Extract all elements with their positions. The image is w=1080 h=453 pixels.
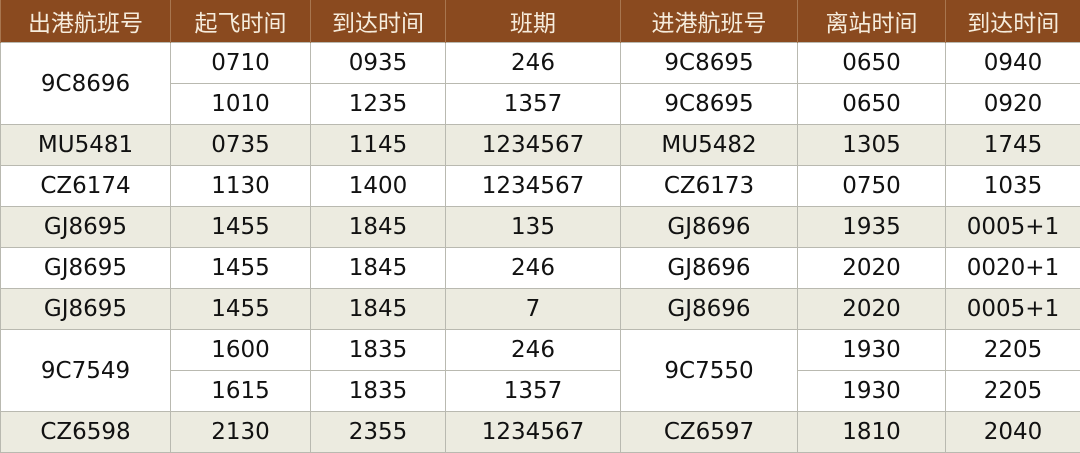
cell-inbound-departure-time: 1935 xyxy=(798,207,946,248)
cell-inbound-flight: 9C8695 xyxy=(621,84,798,125)
cell-inbound-departure-time: 0650 xyxy=(798,43,946,84)
cell-outbound-flight: 9C7549 xyxy=(1,330,171,412)
cell-arrival-time: 1845 xyxy=(311,207,446,248)
cell-outbound-flight: CZ6598 xyxy=(1,412,171,453)
cell-inbound-arrival-time: 0920 xyxy=(946,84,1080,125)
cell-schedule-days: 1234567 xyxy=(446,125,621,166)
cell-inbound-arrival-time: 0940 xyxy=(946,43,1080,84)
cell-outbound-flight: CZ6174 xyxy=(1,166,171,207)
cell-arrival-time: 1235 xyxy=(311,84,446,125)
cell-schedule-days: 1234567 xyxy=(446,412,621,453)
cell-inbound-flight: CZ6597 xyxy=(621,412,798,453)
cell-arrival-time: 1400 xyxy=(311,166,446,207)
cell-inbound-arrival-time: 2040 xyxy=(946,412,1080,453)
header-row: 出港航班号起飞时间到达时间班期进港航班号离站时间到达时间 xyxy=(1,0,1080,43)
cell-departure-time: 0710 xyxy=(171,43,311,84)
cell-inbound-flight: 9C7550 xyxy=(621,330,798,412)
cell-inbound-arrival-time: 2205 xyxy=(946,371,1080,412)
cell-departure-time: 1130 xyxy=(171,166,311,207)
cell-departure-time: 1455 xyxy=(171,248,311,289)
header-inbound-arrival-time: 到达时间 xyxy=(946,0,1080,43)
cell-outbound-flight: GJ8695 xyxy=(1,248,171,289)
cell-outbound-flight: MU5481 xyxy=(1,125,171,166)
cell-outbound-flight: 9C8696 xyxy=(1,43,171,125)
cell-outbound-flight: GJ8695 xyxy=(1,207,171,248)
cell-schedule-days: 246 xyxy=(446,330,621,371)
cell-inbound-arrival-time: 2205 xyxy=(946,330,1080,371)
cell-inbound-flight: MU5482 xyxy=(621,125,798,166)
cell-inbound-departure-time: 1930 xyxy=(798,371,946,412)
cell-inbound-flight: 9C8695 xyxy=(621,43,798,84)
cell-inbound-flight: GJ8696 xyxy=(621,207,798,248)
cell-schedule-days: 1357 xyxy=(446,84,621,125)
cell-inbound-departure-time: 1305 xyxy=(798,125,946,166)
cell-schedule-days: 1357 xyxy=(446,371,621,412)
cell-schedule-days: 246 xyxy=(446,43,621,84)
header-arrival-time: 到达时间 xyxy=(311,0,446,43)
cell-inbound-flight: CZ6173 xyxy=(621,166,798,207)
cell-departure-time: 1600 xyxy=(171,330,311,371)
header-inbound-departure-time: 离站时间 xyxy=(798,0,946,43)
cell-inbound-arrival-time: 1035 xyxy=(946,166,1080,207)
cell-inbound-departure-time: 1810 xyxy=(798,412,946,453)
cell-arrival-time: 1835 xyxy=(311,371,446,412)
cell-inbound-arrival-time: 0005+1 xyxy=(946,207,1080,248)
cell-inbound-departure-time: 1930 xyxy=(798,330,946,371)
cell-arrival-time: 1845 xyxy=(311,248,446,289)
cell-arrival-time: 2355 xyxy=(311,412,446,453)
cell-inbound-departure-time: 0750 xyxy=(798,166,946,207)
cell-arrival-time: 1145 xyxy=(311,125,446,166)
cell-outbound-flight: GJ8695 xyxy=(1,289,171,330)
cell-inbound-departure-time: 0650 xyxy=(798,84,946,125)
cell-inbound-arrival-time: 0005+1 xyxy=(946,289,1080,330)
cell-arrival-time: 1835 xyxy=(311,330,446,371)
cell-inbound-departure-time: 2020 xyxy=(798,248,946,289)
cell-inbound-arrival-time: 0020+1 xyxy=(946,248,1080,289)
cell-departure-time: 1455 xyxy=(171,289,311,330)
cell-arrival-time: 0935 xyxy=(311,43,446,84)
cell-inbound-flight: GJ8696 xyxy=(621,248,798,289)
cell-departure-time: 2130 xyxy=(171,412,311,453)
cell-arrival-time: 1845 xyxy=(311,289,446,330)
header-schedule-days: 班期 xyxy=(446,0,621,43)
cell-schedule-days: 246 xyxy=(446,248,621,289)
cell-inbound-flight: GJ8696 xyxy=(621,289,798,330)
header-inbound-flight: 进港航班号 xyxy=(621,0,798,43)
cell-departure-time: 1615 xyxy=(171,371,311,412)
cell-departure-time: 1010 xyxy=(171,84,311,125)
cell-departure-time: 1455 xyxy=(171,207,311,248)
cell-schedule-days: 7 xyxy=(446,289,621,330)
cell-departure-time: 0735 xyxy=(171,125,311,166)
header-departure-time: 起飞时间 xyxy=(171,0,311,43)
cell-schedule-days: 135 xyxy=(446,207,621,248)
cell-inbound-arrival-time: 1745 xyxy=(946,125,1080,166)
cell-inbound-departure-time: 2020 xyxy=(798,289,946,330)
cell-schedule-days: 1234567 xyxy=(446,166,621,207)
header-outbound-flight: 出港航班号 xyxy=(1,0,171,43)
